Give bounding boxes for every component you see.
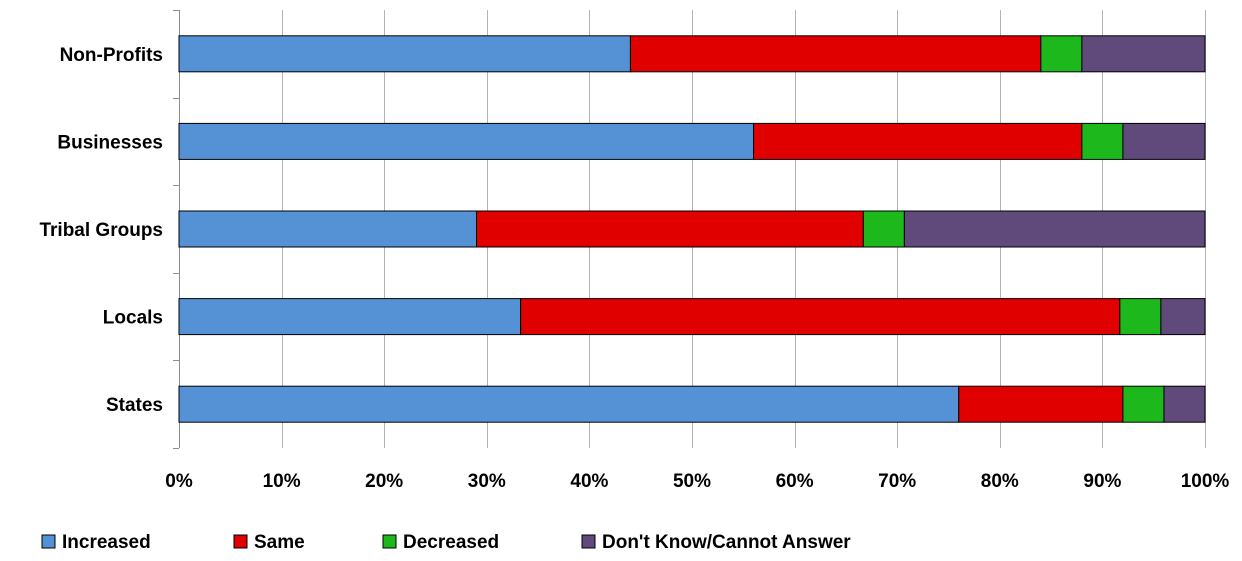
bar-segment-locals-0 (178, 298, 522, 336)
bar-segment-tribal-groups-2 (862, 210, 905, 248)
bar-segment-non-profits-1 (629, 35, 1042, 73)
bar-segment-non-profits-3 (1081, 35, 1206, 73)
bar-segment-locals-3 (1160, 298, 1206, 336)
bar-segment-businesses-2 (1081, 122, 1124, 160)
legend-swatch (233, 534, 248, 549)
x-tick-label: 70% (878, 471, 916, 492)
x-tick-label: 30% (468, 471, 506, 492)
category-label: Tribal Groups (39, 220, 163, 241)
bar-segment-tribal-groups-1 (476, 210, 864, 248)
x-tick-label: 60% (776, 471, 814, 492)
x-tick-label: 50% (673, 471, 711, 492)
bar-segment-states-1 (958, 385, 1124, 423)
bar-segment-non-profits-2 (1040, 35, 1083, 73)
bars (178, 35, 1206, 423)
legend-item: Increased (41, 532, 151, 553)
bar-segment-businesses-0 (178, 122, 755, 160)
x-tick-label: 40% (570, 471, 608, 492)
legend-label: Same (254, 532, 305, 553)
legend-swatch (41, 534, 56, 549)
bar-segment-tribal-groups-0 (178, 210, 478, 248)
legend: Increased Same Decreased Don't Know/Cannot … (41, 532, 851, 553)
category-label: Non-Profits (60, 45, 163, 66)
legend-item: Same (233, 532, 305, 553)
bar-segment-non-profits-0 (178, 35, 631, 73)
legend-label: Increased (62, 532, 151, 553)
bar-segment-states-2 (1122, 385, 1165, 423)
bar-segment-businesses-3 (1122, 122, 1206, 160)
category-label: Businesses (57, 132, 163, 153)
bar-segment-locals-1 (520, 298, 1121, 336)
x-tick-label: 80% (981, 471, 1019, 492)
legend-item: Don't Know/Cannot Answer (581, 532, 851, 553)
x-tick-labels: 0% 10% 20% 30% 40% 50% 60% 70% 80% 90% 100% (165, 471, 1229, 492)
x-tick-label: 100% (1181, 471, 1230, 492)
bar-segment-tribal-groups-3 (903, 210, 1206, 248)
bar-segment-businesses-1 (753, 122, 1083, 160)
bar-segment-states-0 (178, 385, 960, 423)
bar-segment-states-3 (1163, 385, 1206, 423)
bar-segment-locals-2 (1119, 298, 1162, 336)
category-label: Locals (103, 308, 163, 329)
legend-item: Decreased (382, 532, 499, 553)
legend-swatch (581, 534, 596, 549)
x-tick-label: 0% (165, 471, 193, 492)
legend-label: Decreased (403, 532, 499, 553)
x-tick-label: 90% (1083, 471, 1121, 492)
legend-swatch (382, 534, 397, 549)
x-tick-label: 10% (263, 471, 301, 492)
category-labels: Non-Profits Businesses Tribal Groups Locals… (39, 45, 163, 416)
legend-label: Don't Know/Cannot Answer (602, 532, 851, 553)
category-label: States (106, 395, 163, 416)
x-tick-label: 20% (365, 471, 403, 492)
